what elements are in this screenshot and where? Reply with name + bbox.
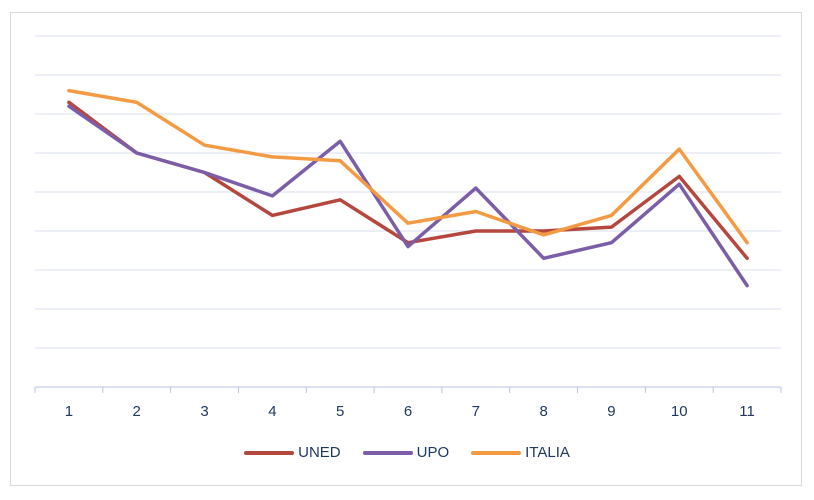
legend-swatch (244, 450, 295, 455)
legend-item-italia: ITALIA (471, 444, 570, 461)
series-lines (67, 88, 749, 288)
series-line-italia (67, 88, 749, 245)
x-tick-label: 8 (539, 403, 547, 420)
x-tick-label: 5 (336, 403, 344, 420)
gridlines (35, 35, 781, 349)
legend-swatch (362, 450, 413, 455)
x-tick-label: 7 (472, 403, 480, 420)
legend-label: UPO (416, 444, 450, 461)
series-line-upo (67, 104, 749, 288)
x-tick-label: 3 (200, 403, 208, 420)
legend-swatch (471, 450, 522, 455)
legend-item-upo: UPO (362, 444, 450, 461)
legend-item-uned: UNED (244, 444, 341, 461)
chart-frame (10, 12, 802, 486)
x-tick-label: 11 (739, 403, 755, 420)
x-tick-label: 6 (404, 403, 412, 420)
x-tick-label: 2 (133, 403, 141, 420)
legend-label: UNED (298, 444, 341, 461)
legend: UNED UPO ITALIA (0, 444, 814, 461)
x-axis: 1 2 3 4 5 6 7 8 9 10 11 (34, 386, 782, 420)
x-tick-label: 1 (65, 403, 73, 420)
x-tick-label: 9 (607, 403, 615, 420)
legend-label: ITALIA (525, 444, 570, 461)
x-tick-label: 10 (671, 403, 688, 420)
x-tick-label: 4 (268, 403, 276, 420)
